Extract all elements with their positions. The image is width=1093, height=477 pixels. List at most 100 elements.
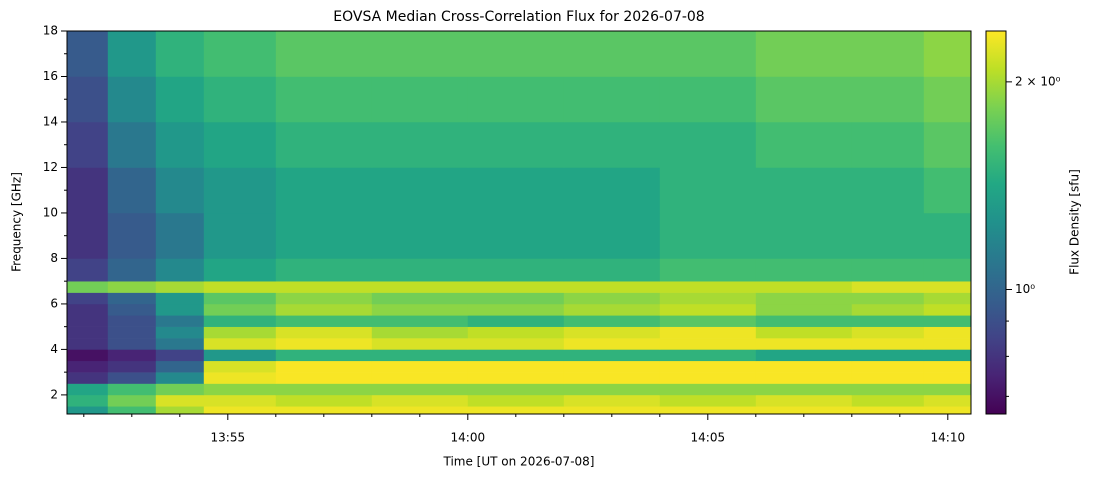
heatmap-cell: [467, 394, 565, 407]
heatmap-cell: [851, 349, 925, 362]
heatmap-cell: [851, 167, 925, 214]
heatmap-cell: [155, 406, 205, 415]
heatmap-cell: [275, 394, 373, 407]
heatmap-cell: [203, 326, 277, 339]
heatmap-cell: [563, 383, 661, 396]
heatmap-cell: [659, 258, 757, 282]
heatmap-cell: [67, 281, 109, 293]
heatmap-cell: [467, 121, 565, 168]
heatmap-cell: [155, 31, 205, 77]
heatmap-cell: [851, 394, 925, 407]
heatmap-cell: [467, 303, 565, 316]
heatmap-cell: [467, 292, 565, 305]
heatmap-cell: [755, 315, 853, 327]
heatmap-cell: [67, 360, 109, 373]
heatmap-cell: [851, 31, 925, 77]
heatmap-cell: [659, 281, 757, 293]
heatmap-cell: [755, 212, 853, 259]
heatmap-cell: [659, 383, 757, 396]
heatmap-cell: [563, 281, 661, 293]
heatmap-cell: [155, 383, 205, 396]
heatmap-cell: [371, 303, 469, 316]
heatmap-cell: [923, 292, 972, 305]
heatmap-cell: [203, 212, 277, 259]
heatmap-cell: [923, 315, 972, 327]
heatmap-cell: [755, 349, 853, 362]
heatmap-cell: [107, 394, 157, 407]
heatmap-cell: [67, 326, 109, 339]
heatmap-cell: [371, 326, 469, 339]
heatmap-cell: [755, 76, 853, 123]
heatmap-cell: [67, 258, 109, 282]
heatmap-cell: [467, 281, 565, 293]
heatmap-cell: [467, 212, 565, 259]
heatmap-cell: [563, 212, 661, 259]
heatmap-cell: [755, 394, 853, 407]
heatmap-cell: [155, 121, 205, 168]
heatmap-cell: [107, 383, 157, 396]
heatmap-cell: [203, 31, 277, 77]
heatmap-cell: [107, 315, 157, 327]
heatmap-cell: [563, 303, 661, 316]
heatmap-cell: [203, 349, 277, 362]
heatmap-cell: [371, 31, 469, 77]
heatmap-cell: [755, 406, 853, 415]
heatmap-cell: [851, 372, 925, 384]
heatmap-cell: [107, 76, 157, 123]
heatmap-cell: [467, 167, 565, 214]
heatmap-cell: [755, 338, 853, 350]
heatmap-cell: [275, 326, 373, 339]
heatmap-cell: [203, 281, 277, 293]
heatmap-cell: [275, 292, 373, 305]
heatmap-cell: [371, 281, 469, 293]
heatmap-cell: [155, 338, 205, 350]
heatmap-cell: [275, 76, 373, 123]
heatmap-cell: [755, 167, 853, 214]
heatmap-cell: [659, 292, 757, 305]
heatmap-cell: [923, 394, 972, 407]
heatmap-cell: [67, 349, 109, 362]
heatmap-cell: [923, 121, 972, 168]
x-tick-label: 14:05: [691, 431, 726, 445]
heatmap-cell: [923, 281, 972, 293]
heatmap-cell: [923, 76, 972, 123]
heatmap-cell: [371, 292, 469, 305]
heatmap-cell: [755, 31, 853, 77]
heatmap-cell: [67, 394, 109, 407]
heatmap-cell: [275, 281, 373, 293]
heatmap-cell: [659, 121, 757, 168]
heatmap-cell: [923, 31, 972, 77]
heatmap-cell: [275, 360, 373, 373]
colorbar-label: Flux Density [sfu]: [1068, 169, 1082, 275]
heatmap-cell: [275, 303, 373, 316]
y-tick-label: 10: [43, 205, 58, 219]
heatmap-cell: [107, 121, 157, 168]
heatmap-cell: [467, 31, 565, 77]
heatmap-cell: [275, 212, 373, 259]
heatmap-cell: [923, 406, 972, 415]
heatmap-cell: [563, 360, 661, 373]
heatmap-cell: [107, 372, 157, 384]
heatmap-cell: [275, 383, 373, 396]
heatmap-cell: [563, 326, 661, 339]
heatmap-cell: [203, 383, 277, 396]
heatmap-cell: [755, 258, 853, 282]
y-tick-label: 16: [43, 69, 58, 83]
heatmap-cell: [659, 338, 757, 350]
heatmap-cell: [371, 338, 469, 350]
heatmap-cell: [851, 76, 925, 123]
heatmap-cell: [851, 303, 925, 316]
plot-frame: [66, 30, 972, 415]
heatmap-cell: [563, 167, 661, 214]
heatmap-cell: [755, 372, 853, 384]
heatmap-cell: [203, 315, 277, 327]
heatmap-cell: [275, 315, 373, 327]
heatmap-cell: [107, 281, 157, 293]
heatmap-cell: [275, 31, 373, 77]
heatmap-cell: [107, 406, 157, 415]
heatmap-cell: [923, 383, 972, 396]
heatmap-cell: [67, 292, 109, 305]
heatmap-cell: [467, 383, 565, 396]
y-tick-label: 6: [50, 296, 58, 310]
